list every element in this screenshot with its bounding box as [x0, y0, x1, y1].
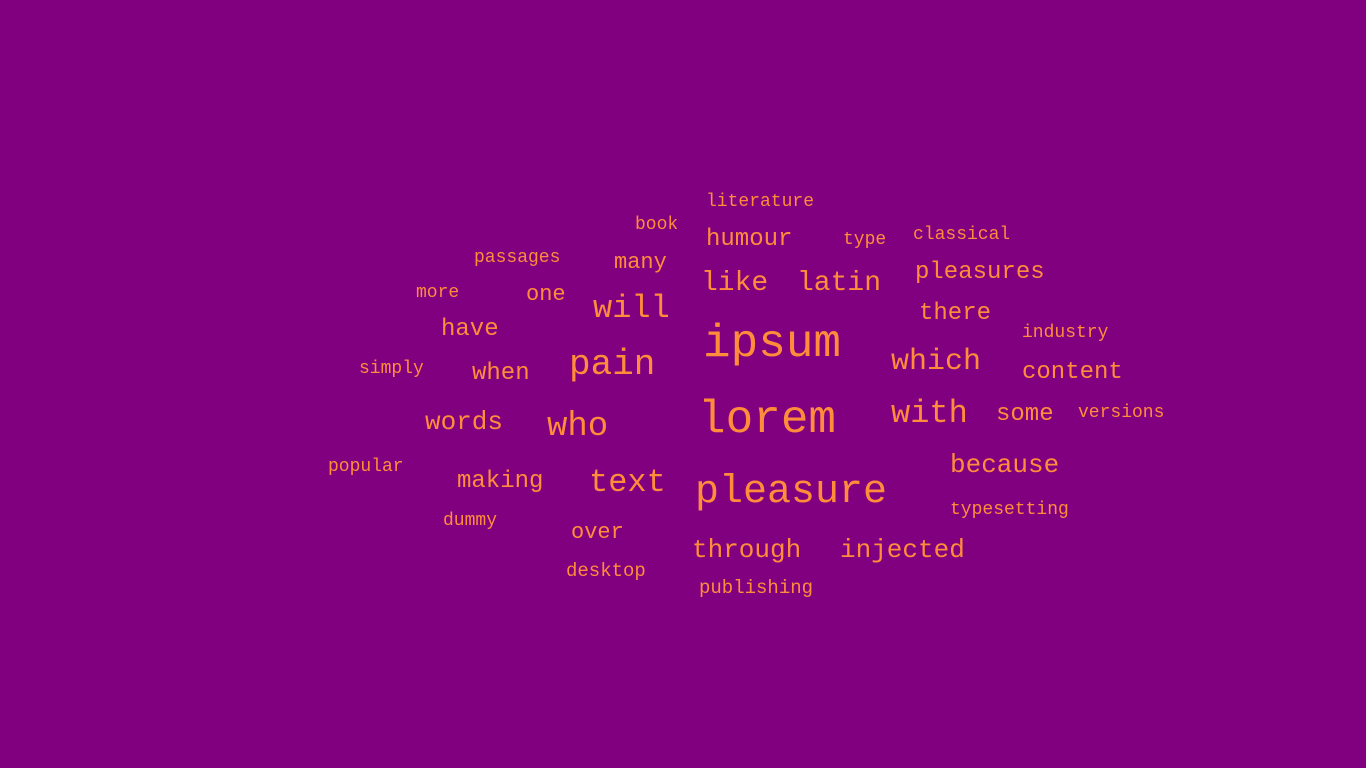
word-over: over — [571, 520, 624, 545]
word-some: some — [996, 401, 1054, 428]
word-type: type — [843, 230, 887, 250]
word-industry: industry — [1022, 323, 1109, 343]
word-there: there — [919, 300, 992, 327]
word-content: content — [1022, 359, 1123, 386]
word-pleasures: pleasures — [915, 259, 1045, 286]
word-who: who — [547, 408, 609, 446]
word-text: text — [589, 464, 666, 501]
word-more: more — [416, 283, 460, 303]
word-one: one — [526, 282, 566, 307]
word-classical: classical — [913, 225, 1011, 245]
word-dummy: dummy — [443, 511, 498, 531]
word-when: when — [472, 360, 530, 387]
word-like: like — [701, 268, 769, 299]
word-literature: literature — [706, 192, 815, 212]
word-ipsum: ipsum — [703, 318, 842, 370]
word-injected: injected — [840, 535, 965, 565]
word-pain: pain — [569, 344, 656, 385]
word-with: with — [891, 395, 968, 432]
word-desktop: desktop — [566, 560, 646, 582]
word-have: have — [441, 316, 499, 343]
word-will: will — [593, 290, 670, 327]
word-which: which — [891, 345, 982, 379]
word-making: making — [457, 468, 544, 495]
word-lorem: lorem — [698, 394, 837, 446]
word-words: words — [425, 407, 504, 437]
word-publishing: publishing — [699, 577, 814, 599]
word-popular: popular — [328, 457, 404, 477]
word-book: book — [635, 215, 679, 235]
word-latin: latin — [797, 268, 882, 299]
word-passages: passages — [474, 248, 561, 268]
word-through: through — [692, 535, 802, 565]
word-versions: versions — [1078, 403, 1165, 423]
word-simply: simply — [359, 359, 424, 379]
word-humour: humour — [706, 226, 793, 253]
word-typesetting: typesetting — [950, 500, 1069, 520]
word-because: because — [950, 450, 1060, 480]
word-pleasure: pleasure — [695, 470, 888, 515]
word-many: many — [614, 250, 667, 275]
